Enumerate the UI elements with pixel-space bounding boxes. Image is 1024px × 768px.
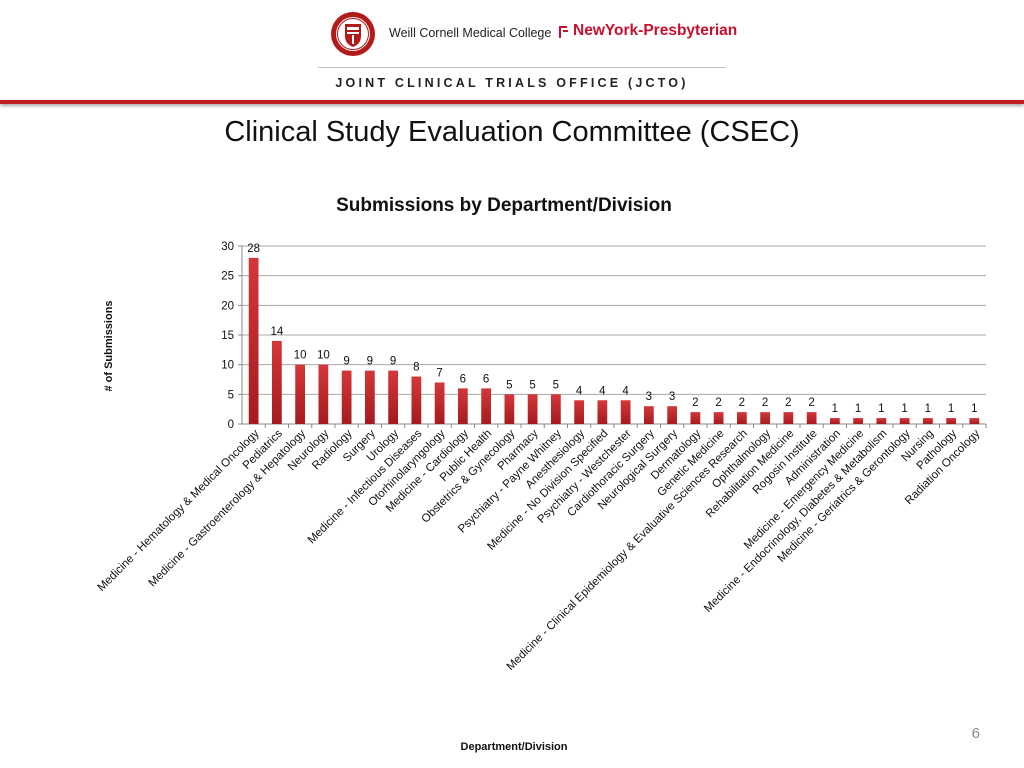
y-tick-label: 15 [221,330,234,342]
bar [481,388,492,424]
bar [690,412,701,424]
bar [318,364,329,424]
data-label: 14 [270,326,283,338]
gridlines [238,245,987,428]
bar [899,418,910,424]
y-tick-label: 10 [221,360,234,372]
data-label: 8 [413,362,419,374]
data-label: 1 [901,403,907,415]
bar [504,394,515,424]
bar [876,418,887,424]
bar [969,418,980,424]
y-tick-label: 20 [221,300,234,312]
bar [853,418,864,424]
bar [271,340,282,424]
bar [713,412,724,424]
office-name: JOINT CLINICAL TRIALS OFFICE (JCTO) [335,76,689,90]
x-tick-label: Medicine - Hematology & Medical Oncology [96,427,262,593]
data-label: 4 [576,385,583,397]
data-label: 2 [762,397,768,409]
cornell-seal-icon [331,12,375,56]
data-label: 1 [878,403,884,415]
data-label: 2 [692,397,698,409]
data-label: 4 [599,385,606,397]
data-label: 5 [529,379,535,391]
bar [760,412,771,424]
data-label: 1 [855,403,861,415]
data-label: 6 [483,373,489,385]
data-label: 9 [390,356,396,368]
x-axis-title: Department/Division [461,741,568,753]
bar [597,400,608,424]
bar [922,418,933,424]
data-label: 5 [553,379,559,391]
bar [946,418,957,424]
bar [829,418,840,424]
college-name: Weill Cornell Medical College [389,26,552,40]
bar [364,370,375,424]
header-red-band [0,100,1024,104]
bar [411,376,422,424]
data-label: 3 [646,391,652,403]
bar [574,400,585,424]
data-label: 1 [925,403,931,415]
data-label: 6 [460,373,466,385]
bar [806,412,817,424]
bar [457,388,468,424]
bar [434,382,445,424]
chart-title: Submissions by Department/Division [336,195,672,216]
bar [295,364,306,424]
data-label: 28 [247,243,260,255]
bar [783,412,794,424]
data-label: 2 [785,397,791,409]
bar [736,412,747,424]
data-label: 4 [622,385,629,397]
data-label: 2 [808,397,814,409]
data-label: 9 [367,356,373,368]
bar [667,406,678,424]
header-divider [318,67,726,68]
bar [620,400,631,424]
bar [341,370,352,424]
bar [550,394,561,424]
data-label: 2 [739,397,745,409]
data-label: 7 [436,367,442,379]
y-tick-label: 0 [228,419,234,431]
y-tick-label: 25 [221,271,234,283]
bar [248,257,259,424]
data-label: 1 [971,403,977,415]
bar [388,370,399,424]
nyp-mark-icon [559,26,568,38]
bar [527,394,538,424]
data-label: 9 [343,356,349,368]
data-label: 1 [832,403,838,415]
bars [248,257,980,424]
y-axis-ticks: 0 5 10 15 20 25 30 [221,241,234,431]
data-label: 1 [948,403,954,415]
page-number: 6 [971,725,980,742]
data-label: 2 [715,397,721,409]
hospital-name: NewYork-Presbyterian [573,22,738,39]
data-label: 3 [669,391,675,403]
data-labels: 28 14 10 10 9 9 9 8 7 6 6 5 5 5 4 4 4 3 3 2 2 2 2 2 2 1 1 1 1 1 1 1 [247,243,977,415]
x-tick-label: Medicine - Gastroenterology & Hepatology [147,427,309,589]
hospital-logo: NewYork-Presbyterian [557,22,737,40]
data-label: 10 [294,350,307,362]
y-tick-label: 30 [221,241,234,253]
data-label: 5 [506,379,512,391]
logo-area [330,8,376,60]
y-axis-title: # of Submissions [103,300,115,391]
x-axis-ticks: Medicine - Hematology & Medical Oncology… [96,427,983,672]
y-tick-label: 5 [228,389,234,401]
slide-title: Clinical Study Evaluation Committee (CSE… [224,116,800,148]
data-label: 10 [317,350,330,362]
bar [643,406,654,424]
